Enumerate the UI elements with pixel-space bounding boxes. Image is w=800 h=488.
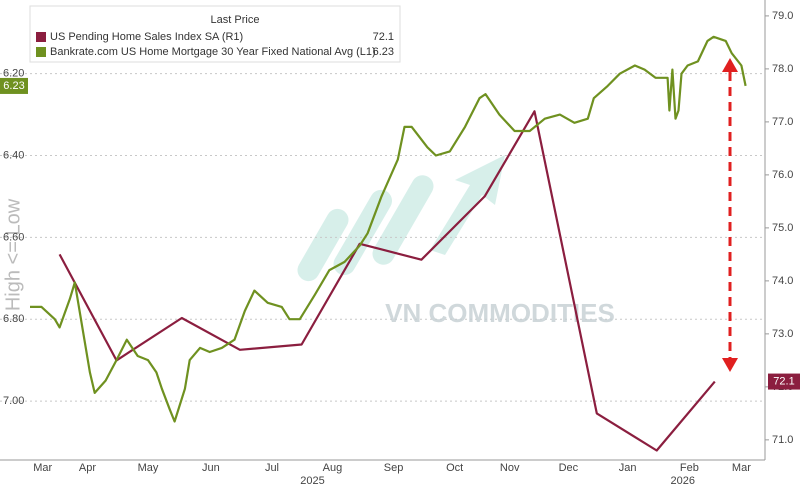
- data-line: [30, 35, 747, 423]
- last-value-badge: [768, 373, 800, 390]
- y2-tick-label: 78.0: [772, 63, 793, 75]
- x-tick-label: Oct: [446, 462, 463, 474]
- legend-label: US Pending Home Sales Index SA (R1): [50, 31, 243, 43]
- legend-items: US Pending Home Sales Index SA (R1) 72.1 B…: [36, 31, 394, 58]
- last-value-label: 72.1: [773, 375, 794, 387]
- last-value-badge: [0, 77, 28, 94]
- legend-value: 6.23: [373, 46, 394, 58]
- y-tick-label: 6.60: [3, 231, 24, 243]
- annotation-arrow: [722, 58, 738, 372]
- legend-swatch: [36, 47, 46, 57]
- x-tick-label: Jul: [265, 462, 279, 474]
- badges: 72.1 6.23: [0, 77, 800, 390]
- x-tick-label: Aug: [323, 462, 343, 474]
- legend-value: 72.1: [373, 31, 394, 43]
- x-tick-label: Mar: [33, 462, 52, 474]
- year-label: 2025: [300, 475, 324, 487]
- x-tick-label: Nov: [500, 462, 520, 474]
- y-tick-label: 6.80: [3, 313, 24, 325]
- axes: 6.206.406.606.807.0071.072.073.074.075.0…: [3, 10, 793, 487]
- y2-tick-label: 73.0: [772, 328, 793, 340]
- x-tick-label: Dec: [559, 462, 579, 474]
- legend-title: Last Price: [211, 14, 260, 26]
- y2-tick-label: 75.0: [772, 222, 793, 234]
- x-tick-label: Apr: [79, 462, 96, 474]
- y2-tick-label: 77.0: [772, 116, 793, 128]
- x-tick-label: Jun: [202, 462, 220, 474]
- y-tick-label: 7.00: [3, 395, 24, 407]
- x-tick-label: May: [138, 462, 159, 474]
- x-tick-label: Sep: [384, 462, 404, 474]
- y2-tick-label: 76.0: [772, 169, 793, 181]
- y-tick-label: 6.20: [3, 68, 24, 80]
- legend-label: Bankrate.com US Home Mortgage 30 Year Fi…: [50, 46, 376, 58]
- x-tick-label: Mar: [732, 462, 751, 474]
- y2-tick-label: 74.0: [772, 275, 793, 287]
- lines: [30, 35, 747, 452]
- y2-tick-label: 71.0: [772, 434, 793, 446]
- legend-swatch: [36, 32, 46, 42]
- year-label: 2026: [670, 475, 694, 487]
- y-tick-label: 6.40: [3, 149, 24, 161]
- legend-box: [29, 5, 401, 63]
- watermark-text: VN COMMODITIES: [385, 298, 615, 328]
- data-line: [58, 110, 716, 452]
- watermark-logo: [297, 155, 505, 282]
- legend: Last Price US Pending Home Sales Index S…: [29, 5, 401, 63]
- y2-tick-label: 79.0: [772, 10, 793, 22]
- last-value-label: 6.23: [3, 80, 24, 92]
- x-tick-label: Feb: [680, 462, 699, 474]
- x-tick-label: Jan: [619, 462, 637, 474]
- y-axis-label: High <= Low: [2, 198, 24, 311]
